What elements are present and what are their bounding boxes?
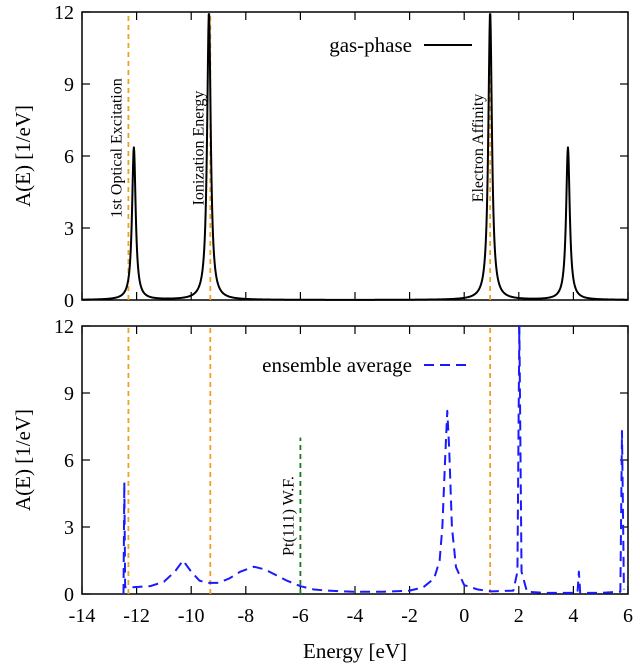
y-tick-label: 3 xyxy=(64,517,74,539)
x-tick-label: -2 xyxy=(401,605,418,627)
x-axis-label: Energy [eV] xyxy=(303,639,407,663)
panel-gas-phase: 0 3 6 9 12 1st Optical Excitation Ionization … xyxy=(11,2,629,312)
y-tick-label: 0 xyxy=(64,584,74,606)
y-tick-label: 9 xyxy=(64,383,74,405)
y-tick-label: 12 xyxy=(54,316,74,338)
x-tick-label: 0 xyxy=(459,605,469,627)
x-tick-label: 6 xyxy=(623,605,633,627)
y-tick-label: 6 xyxy=(64,450,74,472)
legend-bottom: ensemble average xyxy=(262,353,472,377)
x-tick-label: 2 xyxy=(514,605,524,627)
legend-top: gas-phase xyxy=(329,33,472,57)
reference-line-label: Electron Affinity xyxy=(470,94,487,203)
legend-label-ensemble-average: ensemble average xyxy=(262,353,412,377)
y-tick-label: 3 xyxy=(64,218,74,240)
reference-lines-top: 1st Optical Excitation Ionization Energy E… xyxy=(108,12,492,300)
y-tick-label: 0 xyxy=(64,290,74,312)
y-tick-label: 9 xyxy=(64,74,74,96)
reference-line-label: 1st Optical Excitation xyxy=(108,78,125,218)
axis-ticks-bottom: 0 3 6 9 12 -14 -12 -10 -8 -6 -4 -2 0 2 4 6 xyxy=(54,316,633,627)
series-lines-top xyxy=(81,13,629,301)
y-tick-label: 12 xyxy=(54,2,74,24)
reference-lines-bottom: Pt(111) W.F. xyxy=(127,326,492,594)
panel-ensemble-average: 0 3 6 9 12 -14 -12 -10 -8 -6 -4 -2 0 2 4 6 Pt(111) W.F.… xyxy=(11,316,633,663)
x-tick-label: 4 xyxy=(568,605,578,627)
reference-line-label: Pt(111) W.F. xyxy=(280,476,297,556)
x-tick-label: -6 xyxy=(292,605,309,627)
y-axis-label-bottom: A(E) [1/eV] xyxy=(11,409,35,511)
x-tick-label: -12 xyxy=(123,605,150,627)
y-tick-label: 6 xyxy=(64,146,74,168)
x-tick-label: -8 xyxy=(237,605,254,627)
y-ticks-top: 0 3 6 9 12 xyxy=(54,2,629,312)
x-tick-label: -10 xyxy=(178,605,205,627)
x-tick-label: -4 xyxy=(347,605,364,627)
series-line xyxy=(81,13,629,301)
reference-line-label: Ionization Energy xyxy=(190,91,207,206)
y-axis-label-top: A(E) [1/eV] xyxy=(11,105,35,207)
x-tick-label: -14 xyxy=(69,605,96,627)
legend-label-gas-phase: gas-phase xyxy=(329,33,412,57)
